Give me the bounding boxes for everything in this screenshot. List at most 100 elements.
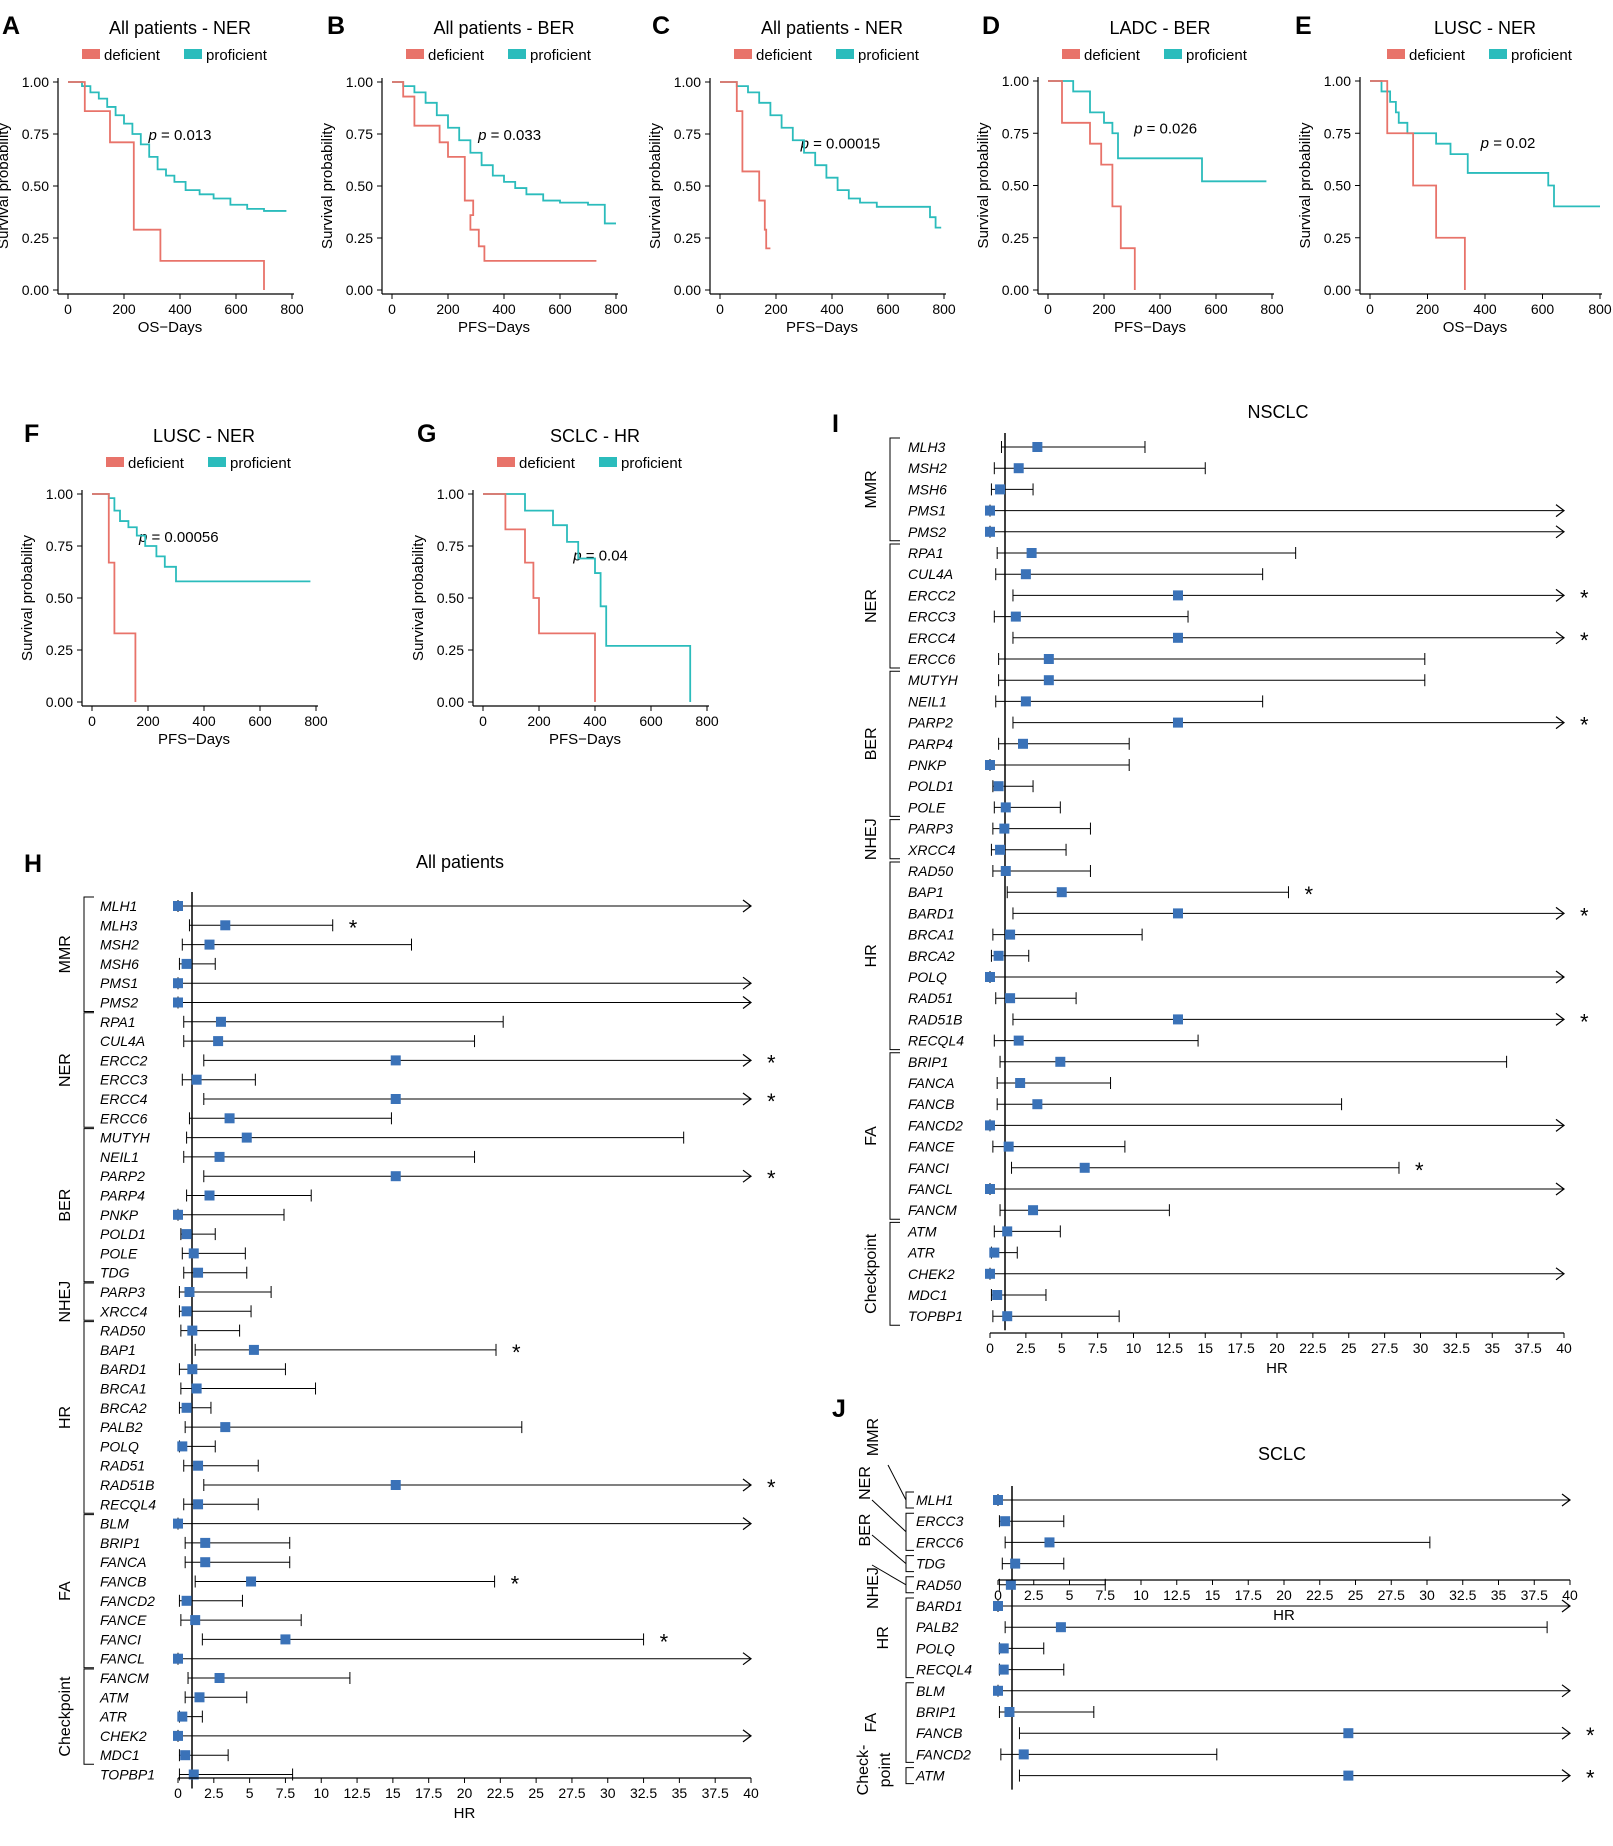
legend-swatch-proficient: [1489, 49, 1507, 59]
forest-row: FANCM: [908, 1202, 1170, 1218]
gene-label: CUL4A: [100, 1033, 145, 1049]
forest-row: PMS1: [908, 503, 1565, 519]
gene-label: BARD1: [100, 1361, 147, 1377]
forest-row: BRCA2: [908, 948, 1030, 964]
gene-label: FANCM: [908, 1202, 957, 1218]
group-label: HR: [863, 944, 880, 967]
hr-point: [993, 1601, 1003, 1611]
gene-label: PARP4: [100, 1188, 145, 1204]
x-tick-label: 30: [1419, 1587, 1435, 1603]
forest-panel-H: H All patients MLH1 MLH3 * MSH2 MSH6 PMS1 PMS2 RP…: [24, 850, 776, 1822]
km-curve-deficient: [1048, 80, 1136, 290]
forest-row: ERCC2 *: [908, 585, 1589, 610]
hr-point: [989, 1247, 1000, 1258]
hr-point: [985, 1184, 995, 1194]
x-axis-label: PFS−Days: [1114, 319, 1186, 336]
legend-swatch-deficient: [406, 49, 424, 59]
x-axis-label: OS−Days: [138, 319, 203, 336]
hr-point: [1010, 1558, 1021, 1569]
hr-point: [1043, 654, 1054, 664]
x-tick-label: 40: [1556, 1340, 1572, 1356]
ci-arrow: [1555, 1267, 1565, 1281]
forest-panel-J: J SCLC MLH1 ERCC3 ERCC6 TDG RAD50 BARD1 PALB2 POL…: [832, 1395, 1595, 1795]
gene-label: BRIP1: [100, 1535, 140, 1551]
ci-arrow: [1555, 1182, 1565, 1196]
gene-label: RAD50: [916, 1577, 961, 1593]
y-tick-label: 0.25: [346, 230, 373, 246]
ci-arrow: [1555, 504, 1565, 518]
x-tick-label: 10: [1126, 1340, 1142, 1356]
hr-point: [173, 1518, 183, 1529]
x-tick-label: 0: [88, 713, 96, 729]
significance-star: *: [660, 1629, 669, 1654]
legend-swatch-proficient: [508, 49, 526, 59]
km-panel-E: E LUSC - NER deficient proficient 0.00 0.25 0.…: [1295, 12, 1612, 336]
group-bracket: [889, 437, 900, 542]
panel-letter: C: [652, 12, 670, 40]
hr-point: [220, 920, 231, 931]
gene-label: ATR: [99, 1709, 127, 1725]
x-tick-label: 20: [457, 1785, 473, 1801]
hr-point: [173, 1653, 183, 1664]
legend-swatch-proficient: [836, 49, 854, 59]
gene-label: CHEK2: [100, 1728, 147, 1744]
hr-point: [1026, 548, 1037, 558]
hr-point: [188, 1248, 199, 1259]
forest-row: RAD51: [908, 990, 1077, 1006]
forest-row: CUL4A: [100, 1033, 476, 1049]
forest-row: ERCC3: [100, 1072, 256, 1088]
hr-point: [193, 1499, 204, 1510]
km-curve-deficient: [483, 493, 596, 702]
hr-point: [1020, 696, 1031, 707]
panel-letter: G: [417, 420, 436, 448]
forest-row: FANCA: [100, 1554, 291, 1570]
forest-row: RPA1: [100, 1014, 504, 1030]
significance-star: *: [512, 1340, 521, 1365]
x-tick-label: 800: [1588, 301, 1612, 317]
gene-label: PALB2: [916, 1619, 959, 1635]
y-tick-label: 0.25: [437, 642, 464, 658]
hr-point: [995, 844, 1006, 855]
group-leader: [871, 1534, 907, 1564]
group-bracket: [83, 1012, 94, 1128]
gene-label: POLQ: [916, 1640, 955, 1656]
panel-title: LUSC - NER: [1434, 18, 1536, 38]
x-tick-label: 37.5: [702, 1785, 729, 1801]
y-tick-label: 0.00: [1324, 282, 1351, 298]
gene-label: BRCA1: [908, 927, 955, 943]
x-tick-label: 400: [1473, 301, 1497, 317]
legend-label-proficient: proficient: [1186, 47, 1248, 64]
forest-row: PNKP: [908, 757, 1130, 773]
km-curve-proficient: [720, 81, 942, 229]
x-axis-label: HR: [454, 1805, 476, 1822]
gene-label: BRCA1: [100, 1381, 147, 1397]
x-tick-label: 40: [1562, 1587, 1578, 1603]
gene-label: CHEK2: [908, 1266, 955, 1282]
y-tick-label: 0.75: [1002, 125, 1029, 141]
y-tick-label: 0.25: [22, 230, 49, 246]
x-tick-label: 30: [1413, 1340, 1429, 1356]
legend-swatch-deficient: [497, 457, 515, 467]
gene-label: MLH3: [908, 439, 946, 455]
km-curve-deficient: [92, 493, 137, 702]
x-tick-label: 32.5: [1449, 1587, 1476, 1603]
legend-swatch-deficient: [82, 49, 100, 59]
significance-star: *: [1580, 628, 1589, 653]
legend-label-proficient: proficient: [621, 455, 683, 472]
group-bracket: [905, 1555, 914, 1573]
x-axis-label: PFS−Days: [458, 319, 530, 336]
hr-point: [1343, 1728, 1354, 1739]
x-tick-label: 27.5: [558, 1785, 585, 1801]
x-tick-label: 400: [192, 713, 216, 729]
panel-title: All patients - BER: [433, 18, 574, 38]
gene-label: ERCC4: [100, 1091, 148, 1107]
hr-point: [193, 1460, 204, 1471]
x-tick-label: 400: [820, 301, 844, 317]
x-tick-label: 400: [1148, 301, 1172, 317]
group-bracket: [889, 1221, 900, 1326]
x-tick-label: 0: [716, 301, 724, 317]
y-tick-label: 0.75: [46, 538, 73, 554]
ci-arrow: [1561, 1599, 1571, 1613]
km-curve-proficient: [68, 81, 287, 212]
gene-label: MLH1: [916, 1492, 953, 1508]
